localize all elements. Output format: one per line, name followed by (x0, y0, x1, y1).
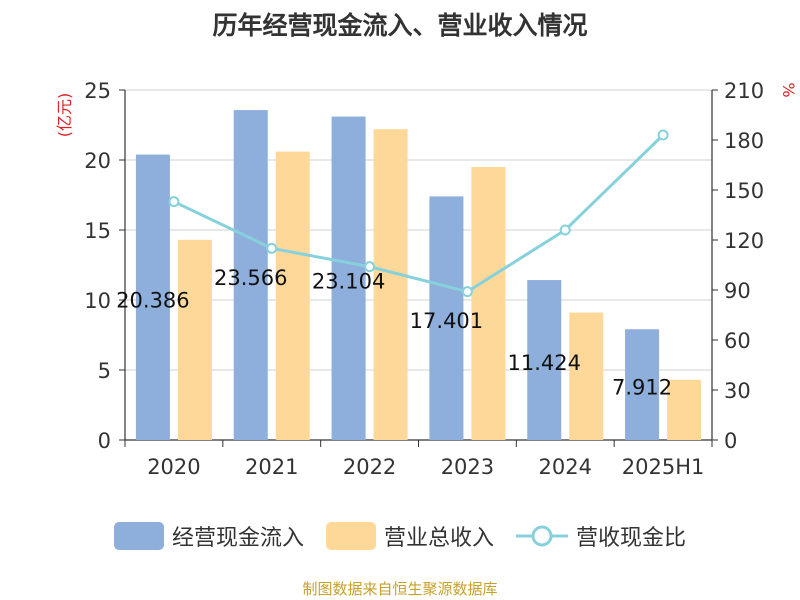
data-label-cash-inflow: 23.566 (214, 266, 287, 290)
data-label-cash-inflow: 17.401 (410, 309, 483, 333)
x-tick-label: 2024 (539, 455, 592, 479)
bar-cash-inflow (233, 110, 268, 441)
y-right-tick-label: 90 (724, 279, 751, 303)
data-label-cash-inflow: 23.104 (312, 269, 385, 293)
y-left-axis-label: (亿元) (55, 93, 74, 138)
bar-cash-inflow (527, 280, 562, 440)
x-tick-label: 2021 (245, 455, 298, 479)
bar-cash-inflow (135, 154, 170, 440)
legend-swatch-revenue (325, 522, 376, 550)
y-left-tick-label: 0 (98, 429, 111, 453)
y-left-tick-label: 20 (84, 149, 111, 173)
legend-swatch-cash-inflow (113, 522, 164, 550)
legend-label-cash-inflow: 经营现金流入 (171, 526, 304, 551)
legend-label-ratio: 营收现金比 (576, 526, 687, 551)
chart-legend: 经营现金流入 营业总收入 营收现金比 (0, 516, 800, 556)
legend-item-revenue[interactable]: 营业总收入 (325, 520, 494, 552)
line-ratio (173, 133, 665, 294)
bar-cash-inflow (331, 116, 366, 440)
y-right-tick-label: 150 (724, 179, 764, 203)
x-tick-label: 2023 (441, 455, 494, 479)
y-left-tick-label: 10 (84, 289, 111, 313)
y-right-tick-label: 120 (724, 229, 764, 253)
bar-revenue (471, 167, 506, 440)
source-note: 制图数据来自恒生聚源数据库 (302, 580, 498, 598)
data-label-cash-inflow: 7.912 (612, 376, 672, 400)
x-tick-label: 2022 (343, 455, 396, 479)
data-label-cash-inflow: 11.424 (508, 351, 581, 375)
point-ratio (364, 261, 376, 273)
point-ratio (168, 196, 180, 208)
y-left-tick-label: 25 (84, 79, 111, 103)
legend-item-ratio[interactable]: 营收现金比 (516, 520, 686, 552)
bar-revenue (177, 239, 212, 440)
y-right-axis-label: % (779, 82, 798, 97)
y-right-tick-label: 60 (724, 329, 751, 353)
bar-revenue (373, 129, 408, 440)
bar-revenue (667, 379, 702, 440)
chart-title: 历年经营现金流入、营业收入情况 (212, 11, 588, 40)
y-right-tick-label: 210 (724, 79, 764, 103)
x-tick-label: 2020 (147, 455, 200, 479)
bar-revenue (275, 151, 310, 440)
legend-swatch-ratio (516, 525, 568, 547)
x-tick-label: 2025H1 (622, 455, 705, 479)
y-left-tick-label: 5 (98, 359, 111, 383)
y-right-tick-label: 30 (724, 379, 751, 403)
legend-item-cash-inflow[interactable]: 经营现金流入 (113, 520, 304, 552)
y-right-tick-label: 0 (724, 429, 737, 453)
legend-label-revenue: 营业总收入 (383, 526, 494, 551)
data-label-cash-inflow: 20.386 (116, 288, 189, 312)
y-right-tick-label: 180 (724, 129, 764, 153)
point-ratio (461, 286, 473, 298)
point-ratio (657, 129, 669, 141)
point-ratio (266, 242, 278, 254)
y-left-tick-label: 15 (84, 219, 111, 243)
bar-cash-inflow (625, 329, 660, 440)
point-ratio (559, 224, 571, 236)
bar-revenue (569, 312, 604, 440)
bar-cash-inflow (429, 196, 464, 440)
